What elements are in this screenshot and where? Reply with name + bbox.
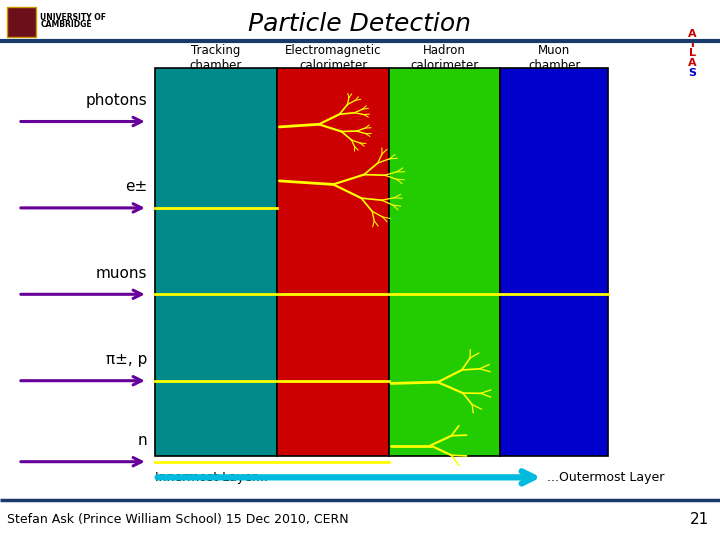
Text: n: n — [138, 433, 148, 448]
Text: π±, p: π±, p — [107, 352, 148, 367]
Bar — [155, 68, 277, 456]
Text: Stefan Ask (Prince William School) 15 Dec 2010, CERN: Stefan Ask (Prince William School) 15 De… — [7, 513, 348, 526]
Text: e±: e± — [125, 179, 148, 194]
Bar — [500, 68, 608, 456]
Text: ...Outermost Layer: ...Outermost Layer — [547, 471, 665, 484]
Text: T: T — [689, 39, 696, 49]
Text: A: A — [688, 29, 697, 39]
Text: UNIVERSITY OF: UNIVERSITY OF — [40, 13, 107, 22]
Text: muons: muons — [96, 266, 148, 281]
Text: Innermost Layer...: Innermost Layer... — [155, 471, 268, 484]
Text: Hadron
calorimeter: Hadron calorimeter — [410, 44, 479, 72]
Bar — [277, 68, 389, 456]
Text: L: L — [689, 49, 696, 58]
Text: photons: photons — [86, 93, 148, 108]
Bar — [389, 68, 500, 456]
Text: A: A — [688, 58, 697, 68]
Text: S: S — [688, 68, 697, 78]
Text: CAMBRIDGE: CAMBRIDGE — [40, 21, 92, 29]
Text: Tracking
chamber: Tracking chamber — [190, 44, 242, 72]
Text: Particle Detection: Particle Detection — [248, 12, 472, 36]
Bar — [7, 7, 36, 37]
Text: Muon
chamber: Muon chamber — [528, 44, 580, 72]
Text: Electromagnetic
calorimeter: Electromagnetic calorimeter — [284, 44, 382, 72]
Text: 21: 21 — [690, 512, 709, 527]
